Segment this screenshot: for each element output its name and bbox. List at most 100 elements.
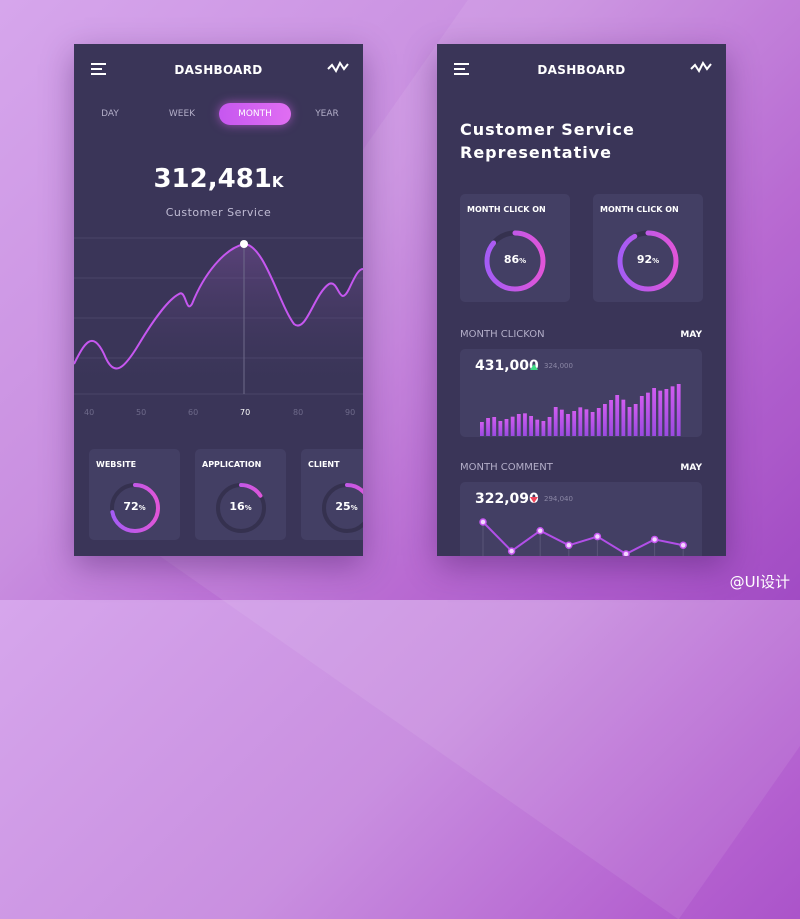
percent-unit: % [138, 503, 146, 512]
comment-card: 322,090 294,040 [460, 482, 702, 556]
comment-period[interactable]: MAY [680, 463, 702, 473]
ring-value: 16% [195, 500, 286, 513]
bar[interactable] [510, 416, 515, 436]
comment-value: 322,090 [475, 491, 539, 507]
tab-month[interactable]: MONTH [219, 103, 291, 125]
progress-ring [321, 482, 363, 533]
ring-value: 72% [89, 500, 180, 513]
x-tick: 90 [345, 408, 356, 417]
card-application[interactable]: APPLICATION 16% [195, 449, 286, 540]
watermark: @UI设计 [729, 573, 790, 591]
clickon-card: 431,000 324,000 [460, 349, 702, 437]
bar[interactable] [621, 399, 626, 436]
data-point[interactable] [622, 550, 630, 556]
hamburger-icon[interactable] [454, 63, 469, 78]
area-chart [74, 237, 363, 395]
bar[interactable] [523, 413, 527, 436]
card-client[interactable]: CLIENT 25% [301, 449, 363, 540]
bar[interactable] [504, 419, 509, 436]
bar[interactable] [676, 384, 681, 436]
card-label: MONTH CLICK ON [467, 205, 546, 214]
data-point[interactable] [507, 547, 516, 555]
bar[interactable] [578, 407, 583, 436]
bar[interactable] [492, 417, 497, 436]
ring-progress [484, 230, 546, 292]
bar[interactable] [553, 407, 558, 436]
percent-unit: % [652, 257, 660, 265]
bar[interactable] [572, 411, 577, 436]
trend-up-icon [530, 364, 538, 370]
bar[interactable] [498, 421, 503, 436]
percent-value: 92 [636, 253, 653, 266]
bar[interactable] [516, 414, 521, 436]
bar[interactable] [547, 417, 552, 436]
bar[interactable] [670, 386, 675, 436]
progress-ring [215, 482, 266, 533]
data-point[interactable] [536, 526, 544, 535]
highlight-point[interactable] [240, 240, 248, 248]
bar[interactable] [652, 388, 656, 436]
comment-previous: 294,040 [544, 495, 573, 503]
activity-icon[interactable] [690, 60, 712, 74]
headline-label: Customer Service [165, 206, 272, 219]
card-website[interactable]: WEBSITE 72% [89, 449, 180, 540]
ring-progress [617, 230, 679, 292]
gauge-card[interactable]: MONTH CLICK ON 92% [593, 194, 703, 302]
card-label: APPLICATION [202, 460, 262, 469]
tab-week[interactable]: WEEK [168, 109, 196, 119]
bar[interactable] [529, 416, 533, 436]
activity-icon[interactable] [327, 60, 349, 74]
card-label: MONTH CLICK ON [600, 205, 679, 214]
data-point[interactable] [593, 532, 602, 541]
page-heading: Customer Service Representative [460, 118, 635, 164]
tab-day[interactable]: DAY [101, 109, 119, 119]
card-label: CLIENT [308, 460, 340, 469]
area-fill [74, 244, 363, 394]
bar[interactable] [535, 419, 540, 436]
bar[interactable] [658, 390, 663, 436]
percent-value: 72 [123, 499, 139, 513]
header-title: DASHBOARD [174, 63, 263, 77]
bar[interactable] [596, 408, 601, 436]
bar[interactable] [615, 395, 620, 436]
bar[interactable] [584, 409, 589, 436]
bar[interactable] [603, 404, 607, 436]
header: DASHBOARD [74, 44, 363, 96]
bar[interactable] [566, 414, 570, 436]
clickon-period[interactable]: MAY [680, 330, 702, 340]
bar[interactable] [480, 422, 484, 436]
headline-number: 312,481 [153, 164, 272, 194]
data-point[interactable] [565, 541, 573, 550]
tab-year[interactable]: YEAR [315, 109, 339, 119]
ring-value: 92% [593, 253, 703, 266]
progress-ring [109, 482, 160, 533]
bar[interactable] [541, 421, 546, 436]
percent-unit: % [244, 503, 252, 512]
ring-progress [321, 482, 363, 533]
bar[interactable] [559, 409, 564, 436]
period-tabs: DAY WEEK MONTH YEAR [84, 103, 363, 125]
hamburger-icon[interactable] [91, 63, 106, 78]
bar[interactable] [633, 404, 638, 436]
headline-unit: K [271, 173, 284, 191]
bar-chart [480, 384, 681, 436]
x-tick: 60 [188, 408, 199, 417]
data-point[interactable] [650, 535, 659, 544]
bar[interactable] [609, 400, 613, 436]
heading-line: Representative [460, 143, 612, 162]
x-tick: 70 [240, 408, 251, 417]
bar[interactable] [639, 396, 644, 436]
percent-value: 86 [503, 253, 520, 266]
bar[interactable] [664, 389, 669, 436]
bar[interactable] [646, 392, 650, 436]
gauge-card[interactable]: MONTH CLICK ON 86% [460, 194, 570, 302]
bar[interactable] [590, 412, 595, 436]
clickon-previous: 324,000 [544, 362, 573, 370]
bar[interactable] [486, 418, 490, 436]
line-chart [479, 518, 687, 556]
bar[interactable] [627, 407, 632, 436]
data-point[interactable] [479, 518, 487, 526]
percent-value: 16 [229, 499, 245, 513]
percent-unit: % [519, 257, 527, 265]
data-point[interactable] [679, 541, 687, 550]
